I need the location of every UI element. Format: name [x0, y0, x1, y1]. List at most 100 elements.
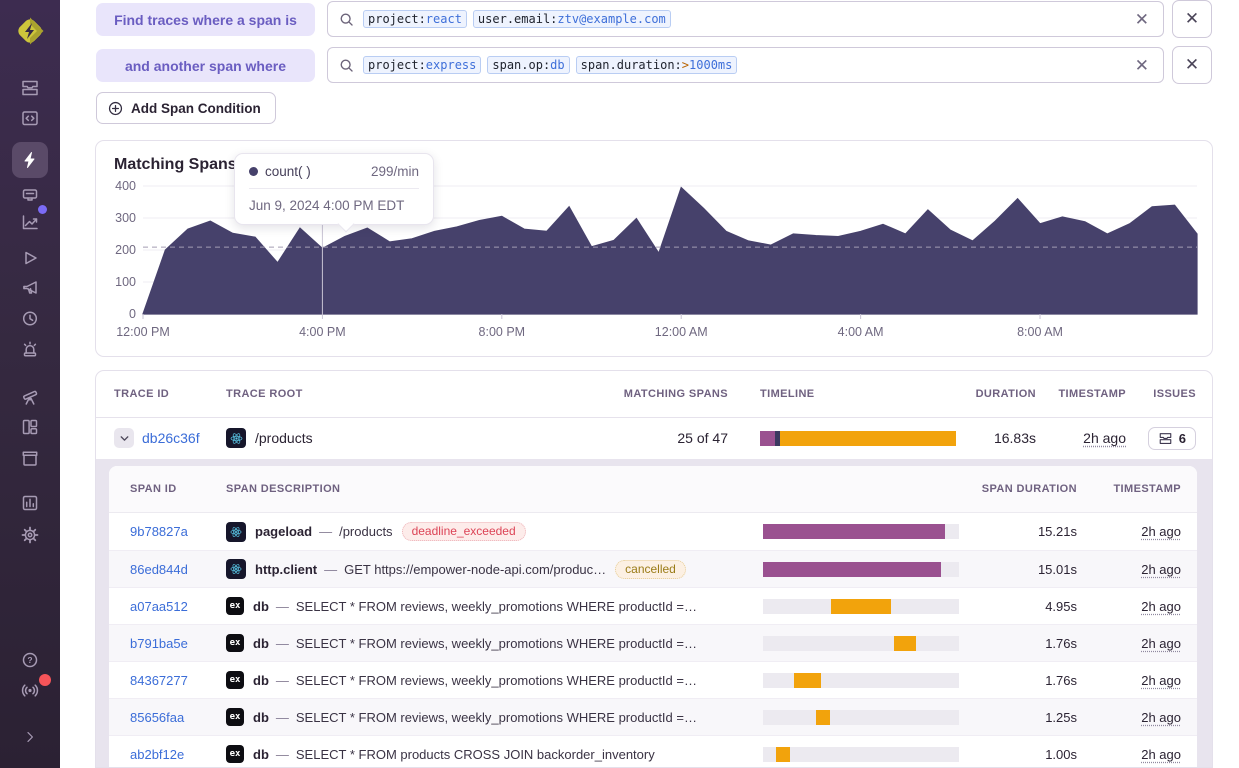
dash-separator: — [275, 672, 289, 688]
span-description: SELECT * FROM products CROSS JOIN backor… [295, 746, 655, 762]
svg-text:0: 0 [129, 307, 136, 321]
span-op: db [253, 709, 269, 725]
span-id-link[interactable]: ab2bf12e [130, 746, 185, 762]
span-row[interactable]: ab2bf12e ex db — SELECT * FROM products … [109, 735, 1197, 767]
svg-text:8:00 AM: 8:00 AM [1017, 325, 1063, 339]
svg-text:4:00 AM: 4:00 AM [838, 325, 884, 339]
span-duration-bar [763, 709, 959, 725]
span-description: /products [339, 524, 393, 539]
dash-separator: — [275, 746, 289, 762]
span-duration-bar [763, 561, 959, 577]
collapse-sidebar-icon[interactable] [12, 722, 48, 752]
sidebar-item-releases[interactable] [12, 443, 48, 473]
svg-text:200: 200 [115, 243, 136, 257]
span-id-link[interactable]: 86ed844d [130, 561, 188, 577]
span-op: db [253, 746, 269, 762]
series-dot [249, 167, 258, 176]
express-project-icon: ex [226, 671, 244, 689]
svg-text:12:00 PM: 12:00 PM [116, 325, 170, 339]
series-name: count( ) [265, 164, 311, 179]
span-op: db [253, 672, 269, 688]
span-condition-search-1[interactable]: project: react user.email: ztv@example.com … [327, 1, 1164, 37]
sentry-logo[interactable] [11, 12, 49, 50]
query-token[interactable]: project: express [363, 56, 482, 74]
span-row[interactable]: b791ba5e ex db — SELECT * FROM reviews, … [109, 624, 1197, 661]
span-duration-bar [763, 746, 959, 762]
sidebar-item-feedback[interactable] [12, 273, 48, 303]
sidebar-item-dashboards[interactable] [12, 412, 48, 442]
tooltip-timestamp: Jun 9, 2024 4:00 PM EDT [249, 198, 405, 213]
span-id-link[interactable]: b791ba5e [130, 635, 188, 651]
react-project-icon [226, 521, 246, 542]
remove-condition-button-2[interactable]: ✕ [1172, 46, 1212, 84]
clear-search-icon[interactable]: ✕ [1134, 9, 1149, 29]
svg-text:100: 100 [115, 275, 136, 289]
clear-search-icon[interactable]: ✕ [1134, 55, 1149, 75]
help-icon[interactable]: ? [12, 645, 48, 675]
trace-row[interactable]: db26c36f /products 25 of 47 16.83s 2h ag… [96, 418, 1212, 458]
span-id-link[interactable]: 85656faa [130, 709, 185, 725]
span-row[interactable]: a07aa512 ex db — SELECT * FROM reviews, … [109, 587, 1197, 624]
span-timestamp[interactable]: 2h ago [1141, 635, 1181, 651]
query-token[interactable]: project: react [363, 10, 467, 28]
collapse-trace-button[interactable] [114, 428, 134, 448]
sidebar-item-projects[interactable] [12, 103, 48, 133]
span-timestamp[interactable]: 2h ago [1141, 746, 1181, 762]
span-op: db [253, 598, 269, 614]
sidebar-item-settings[interactable] [12, 520, 48, 550]
sidebar-item-profiling[interactable] [12, 180, 48, 210]
span-duration-bar [763, 635, 959, 651]
query-token[interactable]: span.op: db [487, 56, 570, 74]
issues-badge[interactable]: 6 [1147, 426, 1196, 450]
query-token[interactable]: user.email: ztv@example.com [472, 10, 671, 28]
span-timestamp[interactable]: 2h ago [1141, 709, 1181, 725]
react-project-icon [226, 428, 246, 448]
new-feature-dot [38, 205, 47, 214]
chart-tooltip: count( ) 299/min Jun 9, 2024 4:00 PM EDT [234, 153, 434, 225]
span-timestamp[interactable]: 2h ago [1141, 598, 1181, 614]
span-id-link[interactable]: 84367277 [130, 672, 188, 688]
remove-condition-button-1[interactable]: ✕ [1172, 0, 1212, 38]
span-timestamp[interactable]: 2h ago [1141, 672, 1181, 688]
span-row[interactable]: 84367277 ex db — SELECT * FROM reviews, … [109, 661, 1197, 698]
span-timestamp[interactable]: 2h ago [1141, 561, 1181, 577]
whats-new-icon[interactable] [12, 674, 51, 705]
sidebar-item-issues[interactable] [12, 73, 48, 103]
span-row[interactable]: 9b78827a pageload — /products deadline_ex… [109, 513, 1197, 550]
trace-id-link[interactable]: db26c36f [142, 430, 200, 446]
span-description: SELECT * FROM reviews, weekly_promotions… [295, 672, 697, 688]
express-project-icon: ex [226, 745, 244, 763]
matching-spans-chart[interactable]: 400 300 200 100 0 12:00 PM 4:00 PM 8:00 PM 12:00… [110, 153, 1200, 354]
sidebar-item-explore-traces[interactable] [12, 142, 48, 178]
query-token[interactable]: span.duration: >1000ms [575, 56, 738, 74]
add-span-condition-button[interactable]: Add Span Condition [96, 92, 276, 124]
sidebar-item-discover[interactable] [12, 382, 48, 412]
sidebar-item-stats[interactable] [12, 488, 48, 518]
sidebar-item-insights[interactable] [12, 205, 48, 237]
trace-timestamp[interactable]: 2h ago [1083, 430, 1126, 446]
condition-label-2: and another span where [96, 49, 315, 82]
span-duration: 4.95s [1045, 598, 1077, 614]
trace-duration: 16.83s [993, 430, 1036, 446]
span-description: SELECT * FROM reviews, weekly_promotions… [295, 598, 697, 614]
svg-text:4:00 PM: 4:00 PM [299, 325, 346, 339]
span-timestamp[interactable]: 2h ago [1141, 524, 1181, 539]
main-content: Find traces where a span is project: reac… [60, 0, 1239, 768]
svg-text:12:00 AM: 12:00 AM [655, 325, 708, 339]
span-row[interactable]: 85656faa ex db — SELECT * FROM reviews, … [109, 698, 1197, 735]
span-condition-search-2[interactable]: project: express span.op: db span.duration: >… [327, 47, 1164, 83]
span-id-link[interactable]: 9b78827a [130, 524, 188, 539]
dash-separator: — [275, 635, 289, 651]
span-duration: 1.76s [1045, 635, 1077, 651]
sidebar-item-alerts[interactable] [12, 334, 48, 364]
query-tokens: project: express span.op: db span.duration: >… [363, 56, 1131, 74]
search-icon [338, 11, 355, 28]
sidebar-item-crons[interactable] [12, 303, 48, 333]
trace-timeline-bar [760, 430, 956, 446]
span-row[interactable]: 86ed844d http.client — GET https://empow… [109, 550, 1197, 587]
span-id-link[interactable]: a07aa512 [130, 598, 188, 614]
spans-table: Span ID Span Description Span Duration T… [109, 466, 1197, 767]
sidebar-item-replays[interactable] [12, 243, 48, 273]
span-duration: 1.25s [1045, 709, 1077, 725]
